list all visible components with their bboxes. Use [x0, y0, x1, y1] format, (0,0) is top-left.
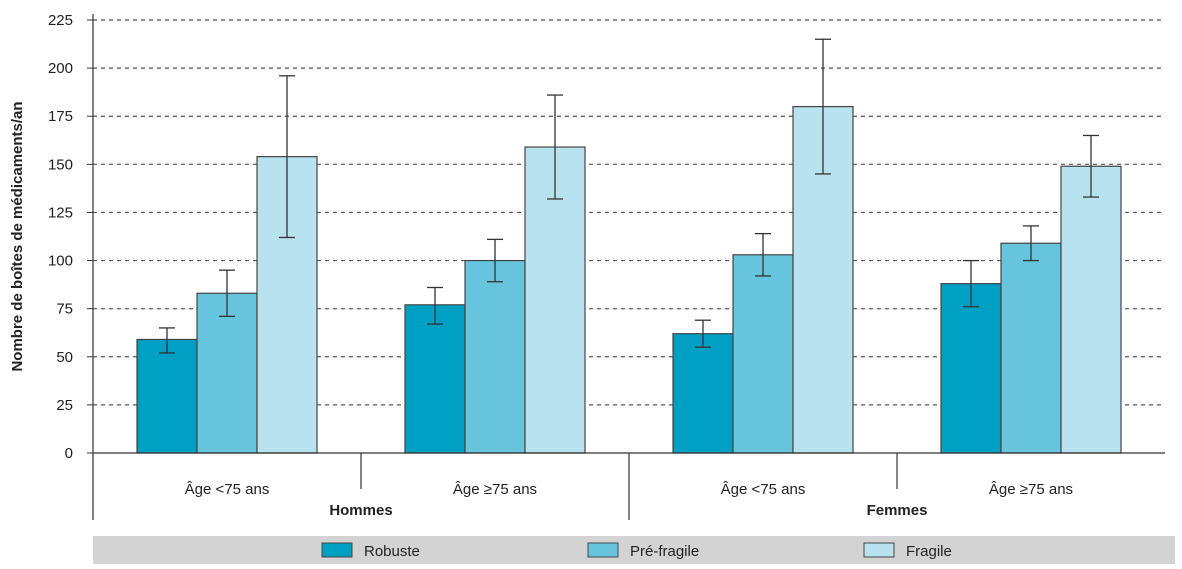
- bar-pr-fragile: [464, 259, 526, 454]
- legend-label: Robuste: [364, 543, 420, 560]
- y-tick-label: 125: [48, 204, 73, 221]
- y-axis-title: Nombre de boîtes de médicaments/an: [9, 101, 26, 371]
- category-label: Âge ≥75 ans: [989, 481, 1073, 498]
- bars-layer: [136, 38, 1122, 454]
- bar-robuste: [672, 333, 734, 454]
- bar-robuste: [940, 283, 1002, 454]
- legend: Robuste Pré-fragile Fragile: [93, 536, 1175, 564]
- group-label: Hommes: [329, 502, 392, 519]
- legend-item: Robuste: [321, 542, 420, 560]
- category-label: Âge <75 ans: [185, 481, 270, 498]
- legend-label: Fragile: [906, 543, 952, 560]
- y-tick-label: 225: [48, 12, 73, 29]
- y-tick-label: 75: [56, 301, 73, 318]
- group-label: Femmes: [867, 502, 928, 519]
- legend-swatch: [863, 542, 895, 558]
- legend-swatch: [587, 542, 619, 558]
- bar-fragile: [1060, 165, 1122, 454]
- bar-pr-fragile: [196, 292, 258, 454]
- category-label: Âge <75 ans: [721, 481, 806, 498]
- axis-layer: 0 25 50 75 100 125 150 175 200 225 Nombre de boîte…: [9, 12, 1165, 520]
- legend-label: Pré-fragile: [630, 543, 699, 560]
- category-group: [136, 75, 318, 454]
- legend-item: Fragile: [863, 542, 952, 560]
- category-label: Âge ≥75 ans: [453, 481, 537, 498]
- category-group: [672, 38, 854, 454]
- y-tick-label: 50: [56, 349, 73, 366]
- legend-item: Pré-fragile: [587, 542, 699, 560]
- y-tick-label: 200: [48, 60, 73, 77]
- y-tick-label: 0: [65, 445, 73, 462]
- legend-band: [93, 536, 1175, 564]
- bar-robuste: [136, 338, 198, 454]
- bar-robuste: [404, 304, 466, 454]
- y-tick-label: 25: [56, 397, 73, 414]
- labels-layer: Âge <75 ans Âge ≥75 ans Âge <75 ans Âge ≥75…: [185, 481, 1073, 519]
- y-tick-label: 150: [48, 156, 73, 173]
- y-tick-label: 100: [48, 253, 73, 270]
- y-tick-label: 175: [48, 108, 73, 125]
- bar-pr-fragile: [1000, 242, 1062, 454]
- bar-pr-fragile: [732, 254, 794, 454]
- legend-swatch: [321, 542, 353, 558]
- category-group: [940, 134, 1122, 454]
- category-group: [404, 94, 586, 454]
